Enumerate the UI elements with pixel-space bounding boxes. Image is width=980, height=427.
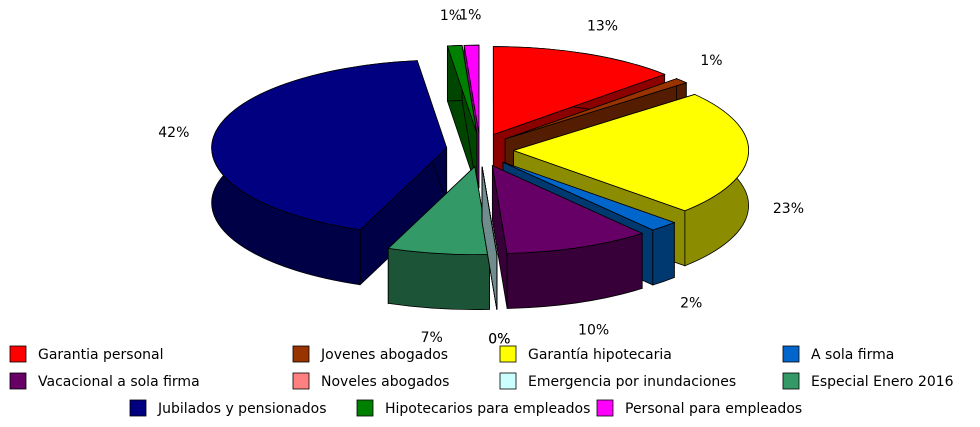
legend-swatch [9,345,27,363]
legend-label: Emergencia por inundaciones [528,374,736,390]
pie-slice [491,164,644,309]
legend-label: Jovenes abogados [320,347,448,363]
legend-swatch [596,399,614,417]
legend-label: Noveles abogados [321,374,449,390]
slice-top [481,166,498,255]
slice-top [491,164,644,254]
legend-swatch [292,345,310,363]
legend-swatch [129,399,147,417]
legend-swatch [782,345,800,363]
legend-swatch [499,372,517,390]
slice-top [492,46,666,136]
legend-label: Especial Enero 2016 [811,374,954,390]
slice-top [502,161,676,231]
legend-label: Personal para empleados [625,401,802,417]
data-label: 1% [440,8,462,24]
legend-swatch [782,372,800,390]
pie-slice [446,45,478,189]
legend-label: Jubilados y pensionados [157,401,327,417]
pie-slice [211,60,448,286]
legend-label: Garantia personal [38,347,164,363]
pie-slice [481,166,498,310]
legend-swatch [499,345,517,363]
slice-wall [652,221,675,286]
data-label: 7% [421,330,443,346]
legend-label: A sola firma [811,347,894,363]
data-label: 42% [158,125,189,141]
legend-swatch [9,372,27,390]
data-label: 10% [578,322,609,338]
slice-wall [387,247,490,310]
data-label: 1% [700,53,722,69]
slice-top [211,60,448,231]
slice-top [463,44,480,134]
slice-top [512,94,749,212]
legend-label: Vacacional a sola firma [38,374,200,390]
data-label: 0% [488,332,510,348]
data-label: 0% [488,332,510,348]
pie-slice [387,165,490,310]
slice-top [446,45,478,134]
legend-swatch [292,372,310,390]
legend-label: Hipotecarios para empleados [385,401,590,417]
legend-label: Garantía hipotecaria [528,347,672,363]
data-label: 1% [459,7,481,23]
data-label: 13% [587,18,618,34]
slice-top [505,78,688,140]
data-label: 2% [680,295,702,311]
data-label: 23% [773,201,804,217]
legend-swatch [356,399,374,417]
